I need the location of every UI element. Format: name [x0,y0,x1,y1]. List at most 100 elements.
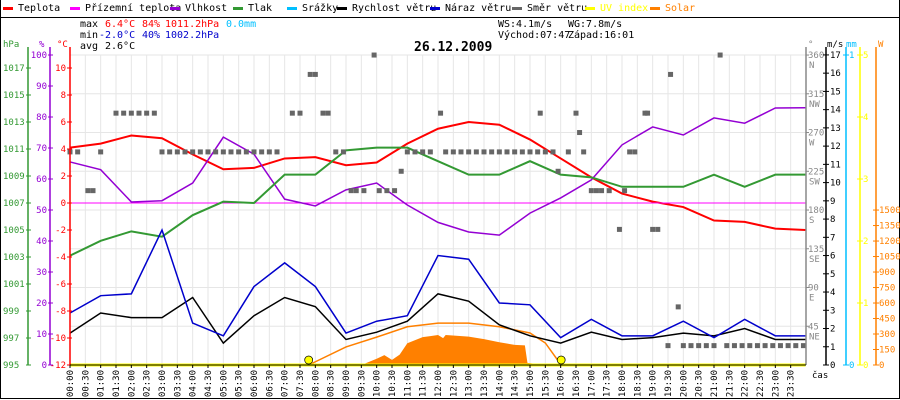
direction-tick-label: 135 [808,245,824,255]
direction-compass-label: NE [809,332,820,342]
x-tick-label: 06:30 [265,370,275,397]
wind-direction-point [251,149,257,155]
wind-direction-point [696,343,702,349]
wind-direction-point [770,343,776,349]
wind-direction-point [711,343,717,349]
stats-avg-label: avg [80,41,99,52]
solar-tick-label: 600 [879,299,895,309]
x-tick-label: 10:00 [373,370,383,397]
x-tick-label: 03:30 [173,370,183,397]
wind-direction-point [348,188,354,194]
wind-direction-point [228,149,234,155]
solar-tick-label: 150 [879,346,895,356]
wind-tick-label: 4 [830,288,835,298]
wind-direction-point [542,149,548,155]
legend-item: Přízemní teplota [70,3,181,14]
stats-wg: WG:7.8m/s [568,19,623,30]
legend-item: Vlhkost [170,3,227,14]
x-tick-label: 19:00 [649,370,659,397]
wind-direction-point [167,149,173,155]
legend-label: Solar [665,3,696,14]
temperature-tick-label: 2 [61,172,66,182]
temperature-tick-label: -6 [55,280,66,290]
uv-tick-label: 5 [863,51,868,61]
wind-direction-point [128,110,134,116]
legend-label: Rychlost větru [352,3,437,14]
wind-tick-label: 12 [830,142,841,152]
wind-direction-point [121,110,127,116]
pressure-tick-label: 1013 [3,118,25,128]
x-tick-label: 04:00 [189,370,199,397]
wind-tick-label: 10 [830,179,841,189]
direction-tick-label: 360 [808,51,824,61]
x-tick-label: 17:30 [603,370,613,397]
wind-direction-point [307,71,313,77]
stats-max-press: 1011.2hPa [165,19,220,30]
wind-direction-point [777,343,783,349]
legend-item: Rychlost větru [337,3,436,14]
stats-max-temp: 6.4°C [105,19,136,30]
wind-direction-point [800,343,806,349]
pressure-axis-unit: hPa [3,40,19,50]
legend-item: Tlak [233,3,272,14]
wind-direction-point [577,130,583,136]
rain-tick-label: 0 [849,361,854,371]
wind-direction-point [632,149,638,155]
humidity-tick-label: 80 [36,113,47,123]
x-tick-label: 10:30 [388,370,398,397]
legend-swatch [170,6,180,10]
solar-tick-label: 450 [879,315,895,325]
x-tick-label: 00:00 [66,370,76,397]
x-tick-label: 17:00 [587,370,597,397]
x-tick-label: 01:30 [112,370,122,397]
x-tick-label: 11:30 [419,370,429,397]
wind-direction-point [627,149,633,155]
x-tick-label: 11:00 [403,370,413,397]
legend-label: Vlhkost [185,3,228,14]
wind-direction-point [113,110,119,116]
pressure-tick-label: 1015 [3,91,25,101]
wind-direction-point [489,149,495,155]
wind-direction-point [90,188,96,194]
legend-swatch [650,6,660,10]
wind-axis-unit: m/s [827,40,843,50]
solar-tick-label: 1350 [879,222,900,232]
x-tick-label: 15:30 [541,370,551,397]
x-tick-label: 02:00 [127,370,137,397]
solar-tick-label: 1200 [879,237,900,247]
wind-direction-point [717,52,723,58]
direction-compass-label: SE [809,255,820,265]
wind-direction-point [785,343,791,349]
temperature-tick-label: -12 [50,361,66,371]
pressure-tick-label: 1007 [3,199,25,209]
legend-label: Srážky [302,3,339,14]
direction-tick-label: 225 [808,167,824,177]
wind-direction-point [420,149,426,155]
x-tick-label: 21:00 [710,370,720,397]
wind-direction-point [361,188,367,194]
direction-compass-label: NW [809,100,820,110]
x-tick-label: 14:00 [495,370,505,397]
wind-direction-point [340,149,346,155]
pressure-tick-label: 999 [3,307,19,317]
wind-direction-point [376,188,382,194]
wind-direction-point [724,343,730,349]
solar-tick-label: 1500 [879,206,900,216]
wind-direction-point [616,226,622,232]
wind-tick-label: 11 [830,160,841,170]
humidity-tick-label: 70 [36,144,47,154]
solar-tick-label: 900 [879,268,895,278]
x-tick-label: 00:30 [81,370,91,397]
wind-direction-point [197,149,203,155]
x-tick-label: 08:30 [327,370,337,397]
pressure-tick-label: 1005 [3,226,25,236]
wind-direction-point [438,110,444,116]
wind-direction-point [504,149,510,155]
x-tick-label: 06:00 [250,370,260,397]
wind-direction-point [793,343,799,349]
legend-swatch [430,6,440,10]
solar-tick-label: 750 [879,284,895,294]
wind-tick-label: 1 [830,343,835,353]
direction-compass-label: SW [809,177,820,187]
x-tick-label: 13:30 [480,370,490,397]
